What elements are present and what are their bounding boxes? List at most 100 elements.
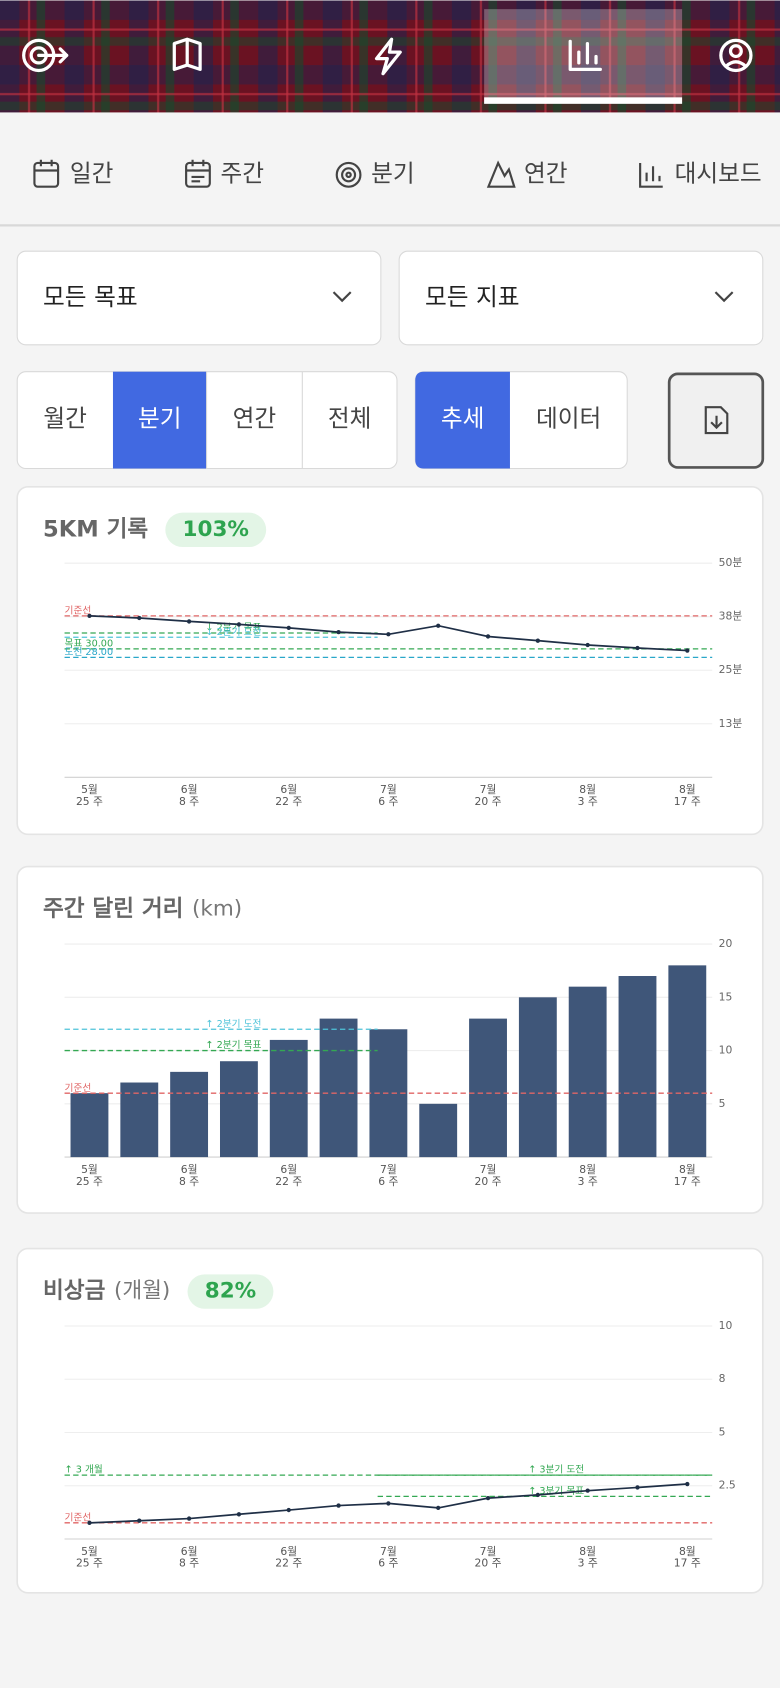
bar: [668, 965, 707, 1158]
segment-selected: [112, 371, 207, 469]
x-tick-label: 8월: [679, 1545, 696, 1558]
chart-icon[interactable]: [568, 39, 602, 71]
x-tick-label: 7월: [480, 1163, 497, 1176]
reference-label: ↑ 3 개월: [65, 1464, 103, 1476]
range-segment[interactable]: 분기: [138, 405, 182, 433]
bar: [568, 986, 607, 1158]
point: [535, 638, 540, 643]
y-tick-label: 10: [719, 1319, 733, 1332]
chart-title: 5KM 기록: [43, 516, 148, 542]
x-tick-label: 7월: [380, 1163, 397, 1176]
point: [635, 1485, 640, 1490]
y-tick-label: 38분: [719, 610, 743, 623]
period-tab[interactable]: 일간: [70, 159, 114, 187]
point: [535, 1492, 540, 1498]
x-tick-label: 7월: [480, 1545, 497, 1558]
yearly-icon: [486, 160, 516, 188]
point: [137, 1518, 142, 1523]
bar: [120, 1082, 159, 1158]
point: [286, 625, 291, 631]
point: [137, 615, 142, 621]
goal-filter[interactable]: [16, 250, 382, 346]
x-tick-label: 17 주: [674, 1175, 701, 1188]
point: [436, 623, 441, 628]
bolt-icon[interactable]: [374, 37, 402, 76]
chevron: [714, 291, 734, 303]
segment-selected: [415, 371, 510, 469]
point: [87, 613, 92, 619]
bar: [469, 1018, 507, 1158]
bar: [269, 1039, 308, 1158]
point: [485, 1495, 491, 1501]
chart-unit: (km): [192, 897, 242, 922]
x-tick-label: 8 주: [179, 795, 199, 808]
badge: [187, 1274, 274, 1309]
x-tick-label: 3 주: [578, 1557, 598, 1570]
period-tab[interactable]: 대시보드: [675, 159, 762, 187]
point: [585, 1488, 590, 1493]
badge-label: 82%: [205, 1279, 256, 1304]
y-tick-label: 5: [719, 1425, 726, 1438]
point: [87, 1520, 92, 1525]
point: [286, 1507, 291, 1513]
x-tick-label: 7월: [480, 783, 497, 796]
x-tick-label: 6 주: [378, 795, 398, 808]
download-icon: [704, 406, 729, 435]
x-tick-label: 22 주: [275, 1557, 302, 1570]
point: [436, 1505, 441, 1511]
bar: [319, 1018, 358, 1158]
period-tab[interactable]: 주간: [221, 159, 265, 187]
reference-label: 기준선: [65, 1082, 92, 1094]
chart-title: 주간 달린 거리: [43, 896, 183, 922]
bar: [70, 1093, 109, 1158]
badge: [165, 512, 267, 548]
x-tick-label: 7월: [380, 1545, 397, 1558]
nav-underline: [484, 97, 683, 104]
y-tick-label: 50분: [719, 556, 743, 569]
badge-label: 103%: [183, 517, 249, 542]
map-icon[interactable]: [172, 37, 202, 71]
point: [336, 629, 341, 635]
point: [336, 1503, 341, 1508]
x-tick-label: 3 주: [578, 795, 598, 808]
view-segment[interactable]: 추세: [441, 405, 485, 433]
metric-filter[interactable]: [398, 250, 764, 346]
point: [635, 645, 640, 651]
filter-label[interactable]: 모든 지표: [425, 283, 520, 311]
x-tick-label: 20 주: [475, 795, 502, 808]
period-tab[interactable]: 연간: [524, 159, 568, 187]
x-tick-label: 25 주: [76, 795, 103, 808]
x-tick-label: 6 주: [378, 1557, 398, 1570]
x-tick-label: 6월: [181, 783, 198, 796]
goal-icon[interactable]: [22, 38, 69, 73]
x-tick-label: 6월: [181, 1163, 198, 1176]
reference-label: 기준선: [65, 604, 92, 616]
nav-selected: [484, 9, 683, 104]
x-tick-label: 22 주: [275, 1175, 302, 1188]
y-tick-label: 13분: [719, 717, 743, 730]
x-tick-label: 6월: [181, 1545, 198, 1558]
profile-icon[interactable]: [719, 38, 753, 73]
y-tick-label: 10: [719, 1044, 733, 1057]
reference-label: 도전 28.00: [65, 646, 114, 658]
x-tick-label: 17 주: [674, 1557, 701, 1570]
period-tab[interactable]: 분기: [371, 159, 415, 187]
x-tick-label: 6 주: [378, 1175, 398, 1188]
range-segment[interactable]: 월간: [43, 405, 87, 433]
range-segment[interactable]: 연간: [233, 405, 277, 433]
x-tick-label: 8월: [679, 1163, 696, 1176]
y-tick-label: 2.5: [719, 1479, 736, 1492]
point: [186, 619, 192, 624]
range-segment[interactable]: 전체: [328, 405, 372, 433]
view-segment[interactable]: 데이터: [536, 405, 601, 433]
filter-label[interactable]: 모든 목표: [43, 283, 138, 311]
x-tick-label: 7월: [380, 783, 397, 796]
reference-label: ↑ 3분기 도전: [528, 1464, 584, 1476]
point: [236, 622, 242, 627]
x-tick-label: 8월: [579, 1545, 596, 1558]
reference-label: ↑ 2분기 목표: [205, 1039, 261, 1051]
x-tick-label: 8월: [579, 1163, 596, 1176]
daily-icon: [33, 159, 60, 188]
